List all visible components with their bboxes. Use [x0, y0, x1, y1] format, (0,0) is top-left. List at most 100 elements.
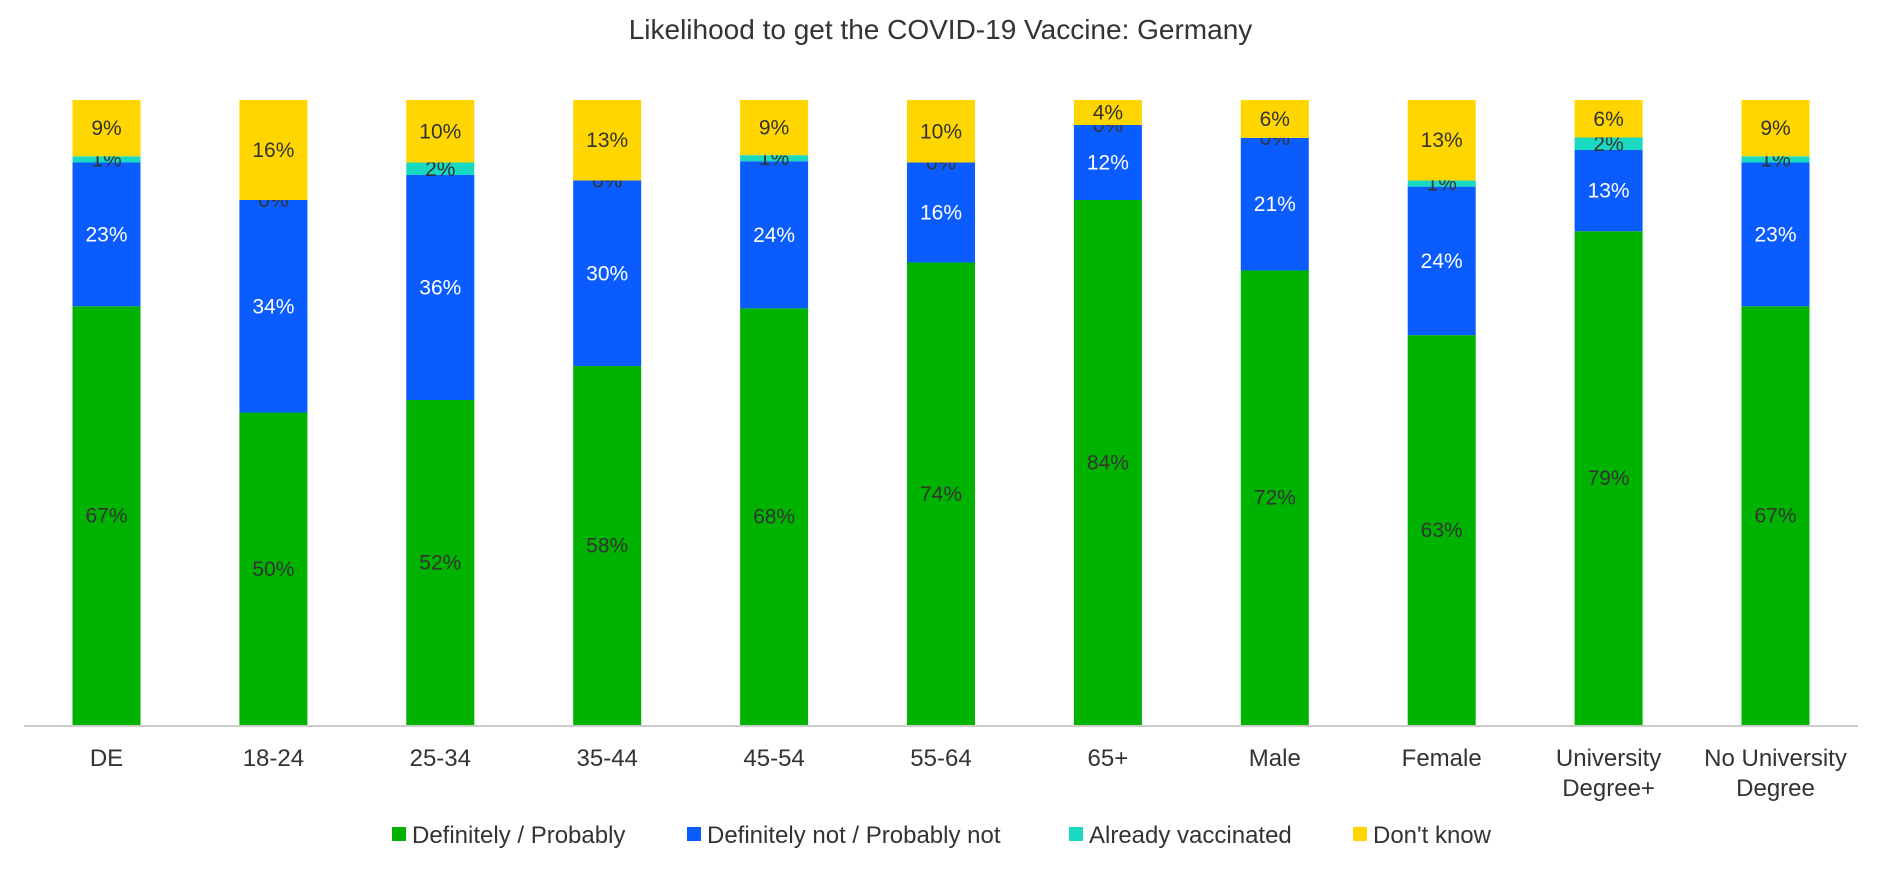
category-label: Male — [1249, 745, 1301, 772]
bar-segment — [1240, 270, 1309, 725]
bar-value-label: 79% — [1588, 467, 1630, 490]
bar-value-label: 9% — [759, 117, 789, 140]
bar-segment — [1574, 231, 1643, 725]
bar-segment — [1574, 137, 1643, 150]
bar-value-label: 23% — [85, 223, 127, 246]
bar-value-label: 16% — [252, 139, 294, 162]
legend-swatch — [1353, 827, 1367, 841]
category-label: 18-24 — [243, 745, 304, 772]
category-label: University — [1556, 745, 1661, 772]
bar-segment — [1073, 100, 1142, 125]
bar-value-label: 36% — [419, 277, 461, 300]
bar-value-label: 24% — [753, 224, 795, 247]
bar-value-label: 84% — [1087, 452, 1129, 475]
bar-segment — [1240, 100, 1309, 138]
category-label: DE — [90, 745, 123, 772]
bar-value-label: 52% — [419, 552, 461, 575]
bar-value-label: 50% — [252, 558, 294, 581]
bar-value-label: 63% — [1421, 519, 1463, 542]
chart-title: Likelihood to get the COVID-19 Vaccine: … — [628, 14, 1253, 45]
bar-value-label: 13% — [586, 129, 628, 152]
legend-label: Definitely not / Probably not — [707, 822, 1001, 849]
bar-segment — [239, 100, 308, 200]
legend-label: Don't know — [1373, 822, 1492, 849]
bar-value-label: 68% — [753, 506, 795, 529]
bar-segment — [1240, 137, 1309, 271]
category-label: 55-64 — [910, 745, 971, 772]
bar-value-label: 24% — [1421, 250, 1463, 273]
legend-label: Already vaccinated — [1089, 822, 1292, 849]
bar-segment — [907, 262, 975, 725]
bar-value-label: 13% — [1588, 180, 1630, 203]
bar-segment — [740, 308, 809, 725]
bar-segment — [239, 412, 308, 725]
bar-value-label: 2% — [425, 158, 455, 181]
bar-value-label: 67% — [85, 505, 127, 528]
legend-swatch — [1069, 827, 1083, 841]
bar-value-label: 72% — [1254, 487, 1296, 510]
bar-segment — [1741, 100, 1810, 157]
category-labels: DE 18-24 25-34 35-44 45-54 55-64 65+ Male Female… — [90, 745, 1847, 802]
bar-segment — [406, 100, 475, 163]
bar-segment — [740, 100, 809, 156]
category-label: 45-54 — [743, 745, 804, 772]
bar-segment — [239, 200, 308, 413]
bar-segment — [1073, 200, 1142, 725]
bar-segment — [740, 161, 809, 309]
category-label: Female — [1402, 745, 1482, 772]
bar-value-label: 21% — [1254, 193, 1296, 216]
bar-segment — [1073, 125, 1142, 200]
legend: Definitely / Probably Definitely not / Pr… — [392, 822, 1492, 849]
bar-value-label: 16% — [920, 202, 962, 225]
bar-segment — [573, 100, 642, 181]
category-label: 65+ — [1088, 745, 1129, 772]
legend-item: Already vaccinated — [1069, 822, 1292, 849]
legend-item: Don't know — [1353, 822, 1492, 849]
bar-segment — [1741, 162, 1810, 307]
bar-segment — [406, 175, 475, 400]
bar-value-label: 13% — [1421, 129, 1463, 152]
bar-value-label: 4% — [1093, 102, 1123, 125]
bar-value-label: 6% — [1260, 108, 1290, 131]
bar-value-label: 12% — [1087, 152, 1129, 175]
bar-segment — [406, 400, 475, 725]
bar-segment — [72, 306, 141, 725]
bar-segment — [1741, 306, 1810, 725]
bar-segment — [1407, 335, 1476, 725]
bar-value-label: 67% — [1754, 505, 1796, 528]
bar-segment — [1741, 156, 1810, 163]
bar-segment — [72, 156, 141, 163]
bar-value-label: 23% — [1754, 223, 1796, 246]
bar-value-label: 9% — [91, 117, 121, 140]
category-label: No University — [1704, 745, 1847, 772]
bar-value-label: 34% — [252, 295, 294, 318]
bar-value-label: 10% — [920, 120, 962, 143]
bar-segment — [740, 155, 809, 162]
bar-segment — [1407, 180, 1476, 187]
bars-group: 67%23%1%9%50%34%0%16%52%36%2%10%58%30%0%… — [72, 100, 1810, 725]
category-label: 35-44 — [577, 745, 638, 772]
legend-item: Definitely not / Probably not — [687, 822, 1001, 849]
bar-segment — [72, 100, 141, 157]
bar-value-label: 10% — [419, 120, 461, 143]
bar-value-label: 6% — [1593, 108, 1623, 131]
bar-value-label: 58% — [586, 535, 628, 558]
bar-value-label: 74% — [920, 483, 962, 506]
category-label: 25-34 — [410, 745, 471, 772]
category-label: Degree+ — [1562, 775, 1655, 802]
bar-segment — [573, 180, 642, 367]
bar-segment — [1407, 100, 1476, 181]
category-label: Degree — [1736, 775, 1815, 802]
bar-value-label: 30% — [586, 262, 628, 285]
bar-segment — [406, 162, 475, 175]
bar-segment — [907, 162, 975, 263]
bar-segment — [573, 366, 642, 725]
legend-label: Definitely / Probably — [412, 822, 625, 849]
bar-segment — [1407, 186, 1476, 336]
legend-item: Definitely / Probably — [392, 822, 625, 849]
bar-value-label: 2% — [1593, 133, 1623, 156]
legend-swatch — [687, 827, 701, 841]
bar-value-label: 9% — [1760, 117, 1790, 140]
legend-swatch — [392, 827, 406, 841]
